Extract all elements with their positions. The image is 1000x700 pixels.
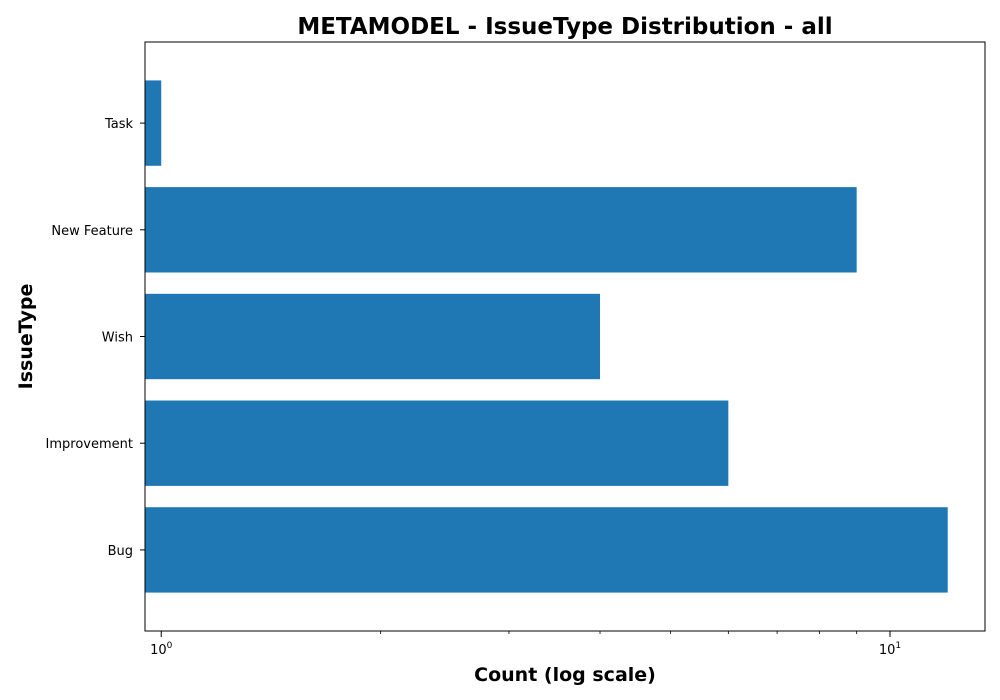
bar-task bbox=[145, 80, 162, 166]
bar-wish bbox=[145, 293, 601, 380]
bars-layer bbox=[145, 80, 948, 593]
x-tick-label: 101 bbox=[879, 641, 901, 658]
bar-bug bbox=[145, 507, 948, 593]
x-tick-label: 100 bbox=[150, 641, 173, 658]
plot-frame bbox=[144, 41, 986, 632]
bar-new-feature bbox=[145, 187, 857, 273]
bar-improvement bbox=[145, 400, 729, 486]
ticks-layer: Bug Improvement Wish New Feature Task 100 101 bbox=[46, 117, 902, 658]
y-tick-label: Wish bbox=[102, 331, 133, 346]
y-tick-label: New Feature bbox=[51, 224, 133, 239]
y-tick-label: Bug bbox=[108, 544, 133, 559]
y-axis-title: IssueType bbox=[15, 284, 37, 390]
y-tick-label: Improvement bbox=[46, 437, 133, 452]
x-axis-title: Count (log scale) bbox=[474, 664, 656, 686]
y-tick-label: Task bbox=[104, 117, 134, 132]
chart-title: METAMODEL - IssueType Distribution - all bbox=[297, 14, 832, 40]
